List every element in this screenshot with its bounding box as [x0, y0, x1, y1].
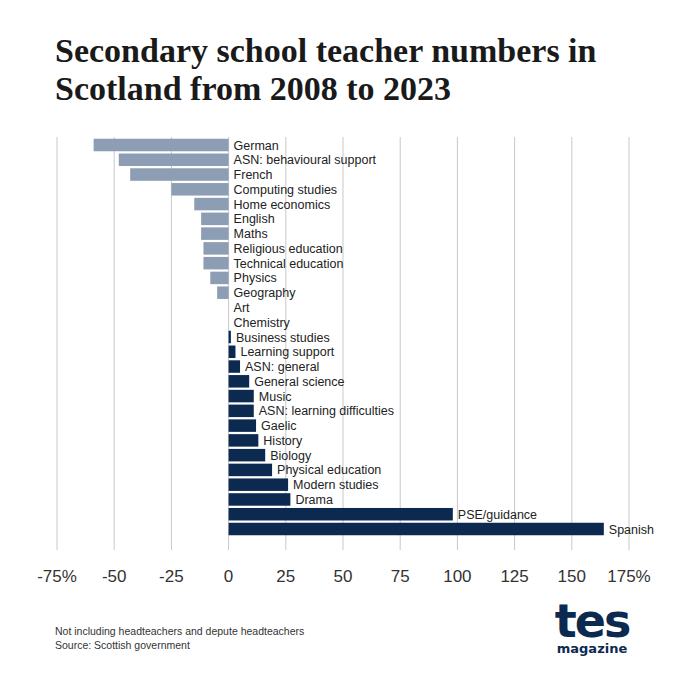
bar: [228, 301, 229, 314]
grid-line: [171, 137, 172, 550]
category-label: Business studies: [236, 331, 330, 345]
bar: [194, 198, 228, 211]
bar: [229, 419, 256, 432]
tick-label: -50: [102, 567, 127, 586]
category-label: ASN: general: [245, 360, 319, 374]
note: Source: Scottish government: [55, 639, 190, 651]
tick-label: -25: [159, 567, 184, 586]
category-label: Spanish: [609, 523, 654, 537]
title-line: Secondary school teacher numbers in: [55, 32, 597, 69]
bar: [201, 227, 228, 240]
bar: [228, 316, 229, 329]
bar: [229, 478, 288, 491]
grid-line: [457, 137, 458, 550]
bar: [229, 375, 250, 388]
note: Not including headteachers and depute he…: [55, 625, 304, 637]
grid-line: [57, 137, 58, 550]
bar: [229, 464, 272, 477]
category-label: Drama: [295, 493, 333, 507]
tick-label: 50: [334, 567, 353, 586]
bar: [217, 286, 228, 299]
tick-label: 150: [558, 567, 586, 586]
category-label: Maths: [234, 227, 268, 241]
background: [0, 0, 684, 684]
category-label: German: [234, 139, 279, 153]
bar: [229, 331, 231, 344]
grid-line: [400, 137, 401, 550]
category-label: French: [234, 168, 273, 182]
tick-label: 75: [391, 567, 410, 586]
category-label: Modern studies: [293, 478, 378, 492]
bar: [171, 183, 228, 196]
title: Secondary school teacher numbers inScotl…: [55, 32, 597, 107]
logo-sub: magazine: [557, 641, 628, 656]
category-label: Religious education: [234, 242, 343, 256]
tick-label: 0: [224, 567, 233, 586]
category-label: Physics: [234, 271, 277, 285]
category-labels: GermanASN: behavioural supportFrenchComp…: [234, 139, 654, 537]
category-label: History: [263, 434, 303, 448]
bar: [229, 346, 236, 359]
grid-line: [514, 137, 515, 550]
category-label: Physical education: [277, 463, 381, 477]
bar: [229, 449, 266, 462]
category-label: English: [234, 212, 275, 226]
bar: [130, 168, 228, 181]
bar: [119, 154, 229, 167]
category-label: Learning support: [240, 345, 334, 359]
category-label: Music: [259, 390, 292, 404]
bar: [203, 257, 228, 270]
bar: [229, 434, 259, 447]
category-label: Art: [234, 301, 251, 315]
bar: [203, 242, 228, 255]
category-label: Gaelic: [261, 419, 296, 433]
tick-label: 25: [276, 567, 295, 586]
category-label: ASN: learning difficulties: [259, 404, 394, 418]
grid-line: [114, 137, 115, 550]
bars: [94, 139, 604, 536]
grid: [57, 137, 629, 550]
bar: [210, 272, 228, 285]
bar: [229, 493, 291, 506]
bar: [94, 139, 229, 152]
bar: [229, 508, 453, 521]
chart: Secondary school teacher numbers inScotl…: [0, 0, 684, 684]
category-label: Geography: [234, 286, 297, 300]
tick-label: 125: [500, 567, 528, 586]
logo-main: tes: [555, 594, 630, 648]
tick-label: 175%: [607, 567, 650, 586]
tick-label: -75%: [37, 567, 77, 586]
title-line: Scotland from 2008 to 2023: [55, 70, 451, 107]
category-label: Biology: [270, 449, 312, 463]
tick-label: 100: [443, 567, 471, 586]
category-label: Chemistry: [234, 316, 291, 330]
bar: [229, 405, 254, 418]
category-label: ASN: behavioural support: [234, 153, 377, 167]
bar: [229, 523, 604, 536]
category-label: Computing studies: [234, 183, 338, 197]
category-label: Home economics: [234, 198, 331, 212]
bar: [229, 360, 240, 373]
bar: [201, 213, 228, 226]
category-label: General science: [254, 375, 344, 389]
grid-line: [629, 137, 630, 550]
category-label: PSE/guidance: [458, 508, 537, 522]
grid-line: [571, 137, 572, 550]
category-label: Technical education: [234, 257, 344, 271]
bar: [229, 390, 254, 403]
